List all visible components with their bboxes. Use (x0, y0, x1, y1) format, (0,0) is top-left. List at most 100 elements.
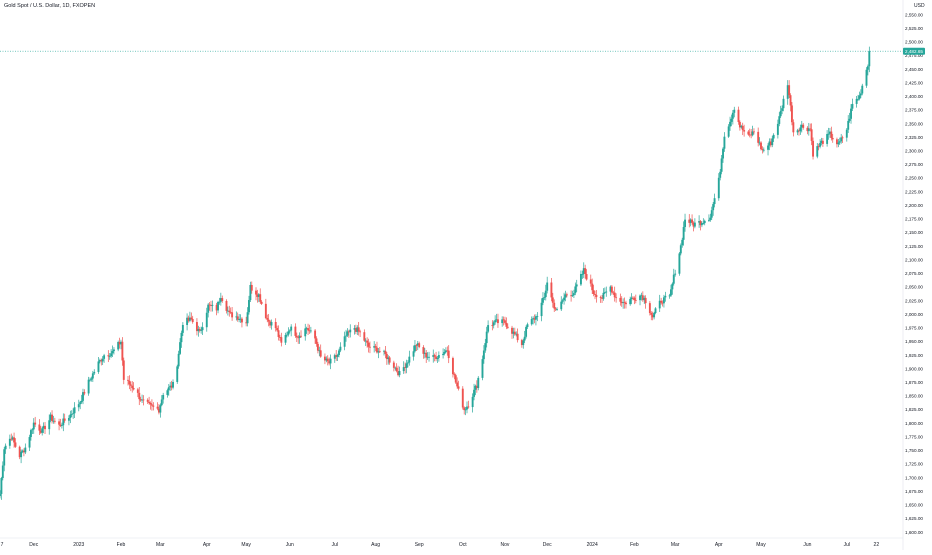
candle-body (654, 308, 657, 314)
candle-body (274, 321, 277, 329)
candle-body (277, 330, 280, 337)
candle-body (384, 350, 387, 354)
candle-body (575, 284, 578, 287)
candle-body (284, 334, 287, 343)
candle-body (723, 136, 726, 149)
candle-body (188, 317, 191, 321)
x-tick-label: 22 (874, 542, 880, 548)
candle-body (594, 293, 596, 295)
y-tick-label: 1,975.00 (905, 326, 923, 331)
candle-body (601, 297, 603, 299)
candle-body (713, 198, 716, 205)
candle-body (830, 131, 833, 138)
candle-body (684, 219, 686, 228)
candle-body (217, 301, 219, 311)
y-tick-label: 2,425.00 (905, 80, 923, 85)
candle-body (865, 69, 868, 86)
candle-body (18, 446, 21, 458)
candle-body (122, 360, 125, 380)
candle-body (788, 85, 791, 96)
candle-body (550, 282, 553, 298)
candle-body (162, 394, 165, 400)
candle-body (200, 330, 203, 331)
candle-body (838, 141, 841, 143)
candle-body (629, 299, 632, 305)
candle-body (840, 137, 843, 142)
candle-body (343, 336, 346, 347)
candle-body (82, 392, 84, 401)
candle-body (859, 93, 862, 96)
candle-body (177, 353, 180, 367)
candle-body (796, 130, 799, 133)
candle-body (69, 414, 72, 418)
candle-body (276, 328, 279, 331)
candle-body (29, 430, 32, 438)
candle-body (855, 98, 858, 104)
candle-body (346, 331, 349, 336)
candle-body (14, 442, 17, 447)
last-price-label: 2,482.65 (905, 49, 923, 54)
candle-body (44, 425, 46, 430)
candle-body (53, 420, 56, 422)
candle-body (530, 319, 533, 325)
candle-body (501, 319, 504, 324)
candle-body (231, 312, 234, 318)
candle-body (316, 343, 319, 351)
candle-body (385, 353, 388, 360)
candle-body (28, 437, 31, 448)
x-tick-label: 2023 (73, 542, 84, 548)
candle-body (280, 337, 283, 343)
candle-body (0, 478, 3, 494)
candle-body (747, 131, 750, 135)
candle-body (298, 335, 301, 338)
candle-body (850, 108, 852, 119)
candle-body (497, 319, 499, 324)
candle-body (73, 407, 76, 414)
candle-body (41, 428, 44, 433)
candle-body (700, 223, 703, 226)
candle-body (692, 222, 695, 227)
candle-body (295, 335, 298, 338)
candle-body (602, 292, 605, 299)
candle-body (83, 392, 86, 394)
candle-body (98, 360, 101, 362)
candle-body (59, 424, 62, 426)
candle-body (532, 318, 535, 320)
candle-body (377, 351, 380, 353)
candle-body (108, 356, 111, 357)
candle-body (561, 300, 564, 302)
candle-body (435, 356, 438, 360)
candle-body (634, 299, 637, 301)
y-tick-label: 2,550.00 (905, 12, 923, 17)
candle-body (290, 326, 293, 331)
candle-body (20, 451, 23, 458)
candle-body (376, 347, 378, 353)
candle-body (308, 330, 311, 332)
candle-body (802, 124, 805, 128)
x-tick-label: Mar (671, 542, 680, 548)
candle-body (363, 332, 366, 341)
candle-body (336, 354, 339, 357)
candle-body (260, 301, 263, 304)
candle-body (836, 139, 838, 145)
candle-body (107, 355, 110, 357)
candle-body (585, 274, 588, 280)
candle-body (110, 353, 113, 357)
candle-body (1, 465, 4, 479)
candle-body (180, 332, 183, 343)
candle-body (388, 357, 391, 363)
candle-body (62, 418, 65, 426)
candle-body (702, 223, 705, 224)
candle-body (90, 378, 93, 380)
candle-body (630, 297, 633, 300)
candle-body (353, 328, 356, 330)
candle-body (554, 308, 557, 310)
candle-body (432, 355, 435, 357)
candle-body (286, 334, 288, 336)
y-tick-label: 1,675.00 (905, 489, 923, 494)
candle-body (121, 341, 124, 361)
last-price-tag (903, 47, 925, 55)
y-tick-label: 2,350.00 (905, 121, 923, 126)
candle-body (640, 295, 643, 297)
